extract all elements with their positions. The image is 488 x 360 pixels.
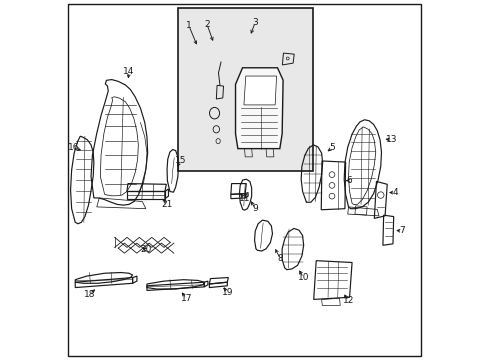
- Text: 11: 11: [238, 194, 250, 203]
- Text: 10: 10: [297, 273, 309, 282]
- Text: 12: 12: [342, 296, 353, 305]
- Text: 9: 9: [252, 204, 258, 213]
- Text: 8: 8: [277, 255, 283, 264]
- Text: 19: 19: [221, 288, 233, 297]
- Text: 15: 15: [175, 156, 186, 165]
- Text: 20: 20: [140, 246, 151, 255]
- Text: 13: 13: [385, 135, 396, 144]
- Polygon shape: [244, 76, 276, 105]
- Text: 21: 21: [162, 200, 173, 209]
- Text: 14: 14: [123, 67, 134, 76]
- Text: 4: 4: [391, 188, 397, 197]
- Text: 6: 6: [346, 176, 351, 185]
- Text: 5: 5: [329, 143, 335, 152]
- Polygon shape: [235, 68, 283, 149]
- Text: 16: 16: [68, 143, 80, 152]
- Text: 2: 2: [203, 19, 209, 28]
- Bar: [178, 8, 312, 171]
- Text: 17: 17: [180, 294, 192, 303]
- Text: 18: 18: [83, 289, 95, 298]
- Text: 7: 7: [399, 226, 405, 235]
- Text: 3: 3: [252, 18, 258, 27]
- Text: 1: 1: [185, 21, 191, 30]
